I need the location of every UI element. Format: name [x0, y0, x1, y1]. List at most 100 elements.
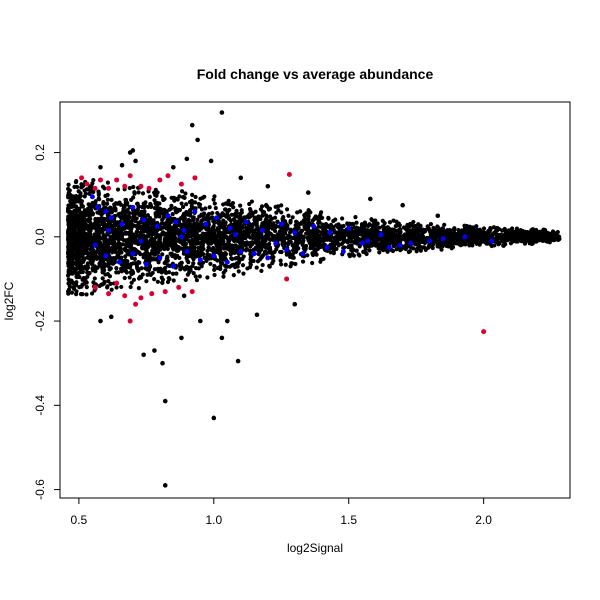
- cloud-point: [245, 266, 250, 271]
- cloud-point: [108, 219, 114, 224]
- cloud-point: [312, 236, 317, 241]
- cloud-point: [100, 184, 106, 189]
- cloud-point: [194, 230, 199, 236]
- cloud-point: [253, 240, 258, 245]
- blue-point: [243, 219, 249, 225]
- cloud-point: [179, 238, 185, 244]
- cloud-point: [155, 248, 160, 254]
- cloud-point: [78, 292, 84, 297]
- cloud-point: [446, 238, 451, 243]
- cloud-point: [415, 245, 421, 250]
- cloud-point: [68, 254, 73, 259]
- blue-point: [119, 221, 125, 227]
- outlier-point: [127, 150, 133, 155]
- cloud-point: [501, 236, 506, 242]
- cloud-point: [136, 190, 141, 195]
- cloud-point: [270, 235, 276, 241]
- red-point: [79, 175, 85, 181]
- cloud-point: [251, 258, 256, 264]
- cloud-point: [413, 231, 418, 237]
- cloud-point: [199, 264, 204, 269]
- cloud-point: [193, 194, 198, 200]
- cloud-point: [165, 279, 171, 285]
- y-tick-label: -0.4: [33, 395, 47, 416]
- y-tick-label: -0.6: [33, 479, 47, 500]
- cloud-point: [318, 257, 324, 262]
- cloud-point: [79, 236, 84, 241]
- cloud-point: [100, 256, 105, 261]
- cloud-point: [249, 199, 255, 204]
- cloud-point: [124, 215, 129, 220]
- cloud-point: [379, 242, 384, 247]
- cloud-point: [100, 221, 105, 226]
- cloud-point: [248, 255, 253, 260]
- cloud-point: [137, 250, 142, 255]
- cloud-point: [269, 250, 274, 255]
- cloud-point: [288, 227, 293, 232]
- cloud-point: [224, 264, 229, 269]
- cloud-point: [94, 222, 99, 227]
- cloud-point: [139, 227, 144, 232]
- cloud-point: [91, 265, 96, 271]
- cloud-point: [341, 223, 346, 229]
- cloud-point: [239, 243, 244, 248]
- outlier-point: [435, 213, 441, 219]
- dense-point-cloud: [66, 177, 562, 297]
- cloud-point: [193, 274, 198, 279]
- chart-title: Fold change vs average abundance: [197, 66, 434, 82]
- cloud-point: [235, 225, 241, 230]
- cloud-point: [66, 242, 71, 247]
- cloud-point: [117, 213, 122, 218]
- cloud-point: [449, 231, 454, 236]
- blue-point: [386, 244, 392, 250]
- cloud-point: [264, 213, 269, 218]
- cloud-point: [363, 244, 368, 249]
- cloud-point: [161, 197, 166, 203]
- cloud-point: [296, 246, 301, 251]
- x-tick-label: 0.5: [71, 513, 88, 527]
- cloud-point: [229, 263, 235, 268]
- cloud-point: [152, 277, 157, 282]
- cloud-point: [129, 240, 134, 245]
- cloud-point: [144, 238, 149, 243]
- cloud-point: [265, 236, 271, 241]
- cloud-point: [146, 204, 151, 209]
- cloud-point: [112, 240, 117, 245]
- red-point: [149, 291, 155, 297]
- cloud-point: [87, 191, 92, 196]
- cloud-point: [82, 250, 87, 256]
- cloud-point: [383, 244, 388, 250]
- cloud-point: [212, 263, 217, 269]
- cloud-point: [87, 256, 92, 261]
- cloud-point: [433, 235, 438, 240]
- blue-point: [197, 257, 203, 263]
- cloud-point: [105, 284, 110, 289]
- red-point: [127, 318, 133, 324]
- cloud-point: [72, 229, 77, 235]
- cloud-point: [124, 238, 129, 243]
- cloud-point: [66, 246, 71, 252]
- cloud-point: [105, 232, 110, 237]
- cloud-point: [269, 255, 274, 260]
- cloud-point: [434, 239, 439, 244]
- cloud-point: [407, 224, 412, 229]
- cloud-point: [78, 267, 83, 272]
- blue-point: [273, 240, 279, 246]
- cloud-point: [101, 199, 106, 205]
- cloud-point: [195, 217, 200, 222]
- cloud-point: [236, 255, 241, 261]
- cloud-point: [530, 241, 535, 246]
- cloud-point: [77, 258, 82, 263]
- cloud-point: [397, 227, 402, 232]
- cloud-point: [272, 249, 277, 255]
- cloud-point: [78, 224, 83, 230]
- cloud-point: [136, 276, 142, 281]
- cloud-point: [315, 216, 320, 222]
- red-point: [146, 185, 152, 191]
- blue-point: [170, 263, 176, 269]
- cloud-point: [288, 218, 293, 223]
- cloud-point: [203, 206, 208, 211]
- cloud-point: [287, 239, 292, 244]
- cloud-point: [113, 228, 118, 233]
- cloud-point: [296, 225, 301, 230]
